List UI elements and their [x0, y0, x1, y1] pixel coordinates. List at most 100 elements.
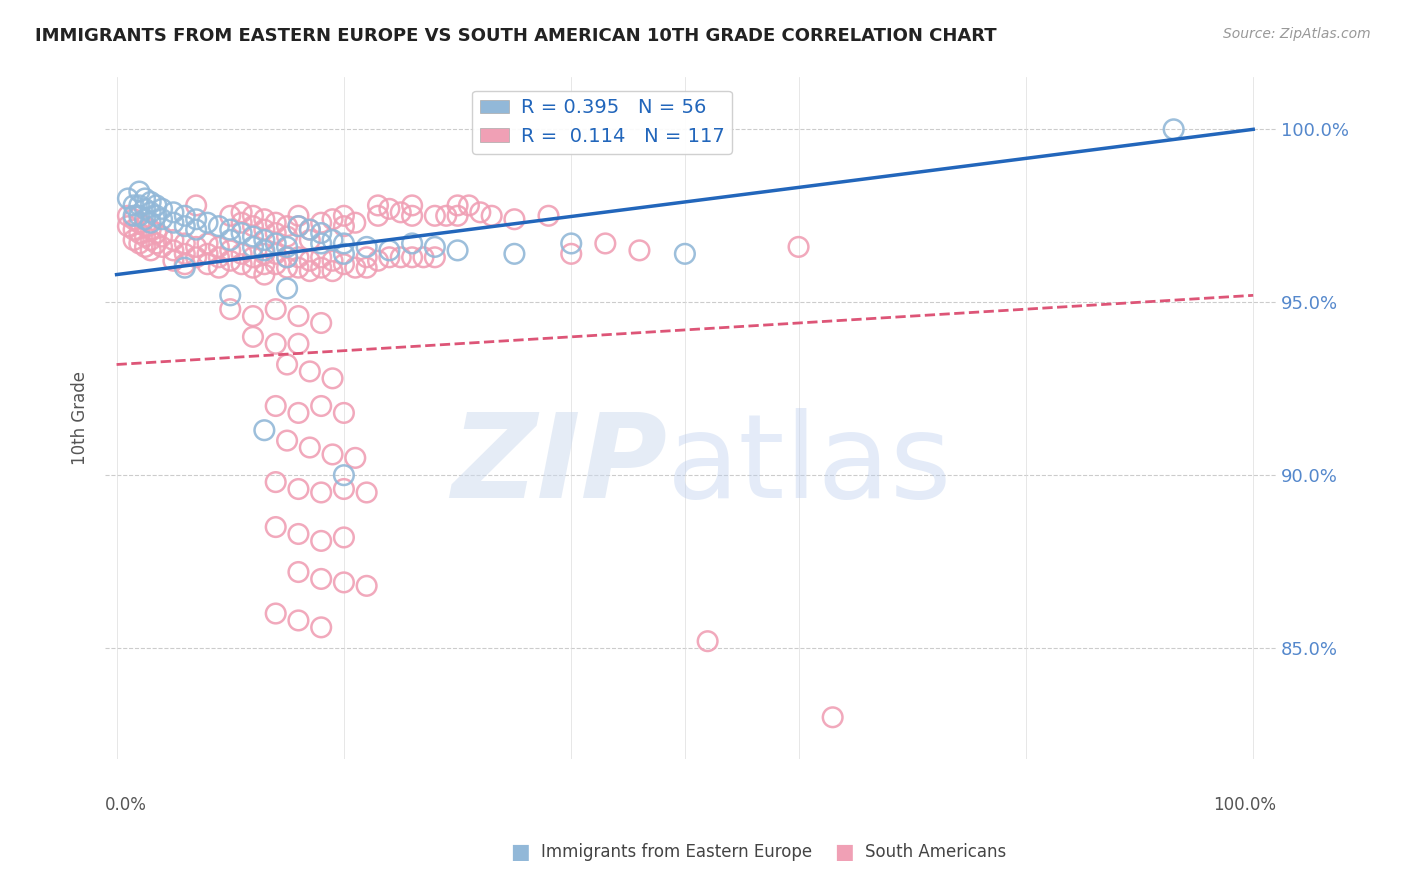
Point	[219, 288, 242, 302]
Point	[231, 205, 253, 219]
Point	[298, 222, 321, 236]
Point	[560, 236, 582, 251]
Point	[122, 209, 145, 223]
Point	[322, 264, 344, 278]
Point	[309, 572, 332, 586]
Point	[389, 205, 412, 219]
Point	[401, 209, 423, 223]
Point	[287, 219, 309, 234]
Point	[446, 198, 468, 212]
Point	[242, 260, 264, 275]
Point	[298, 364, 321, 378]
Point	[264, 399, 287, 413]
Point	[173, 257, 195, 271]
Point	[821, 710, 844, 724]
Point	[208, 260, 231, 275]
Point	[367, 209, 389, 223]
Point	[162, 205, 184, 219]
Point	[309, 533, 332, 548]
Point	[253, 247, 276, 261]
Point	[309, 399, 332, 413]
Point	[139, 244, 162, 258]
Text: atlas: atlas	[668, 409, 952, 524]
Point	[122, 198, 145, 212]
Point	[219, 302, 242, 317]
Point	[344, 260, 367, 275]
Point	[162, 216, 184, 230]
Point	[423, 250, 446, 264]
Point	[276, 229, 298, 244]
Point	[287, 309, 309, 323]
Point	[122, 233, 145, 247]
Point	[322, 371, 344, 385]
Point	[173, 260, 195, 275]
Point	[264, 336, 287, 351]
Point	[264, 607, 287, 621]
Point	[434, 209, 457, 223]
Point	[219, 209, 242, 223]
Point	[276, 219, 298, 234]
Point	[503, 247, 526, 261]
Point	[150, 229, 173, 244]
Point	[356, 240, 378, 254]
Point	[197, 236, 219, 251]
Point	[264, 257, 287, 271]
Point	[333, 468, 356, 483]
Point	[139, 216, 162, 230]
Point	[356, 579, 378, 593]
Point	[139, 222, 162, 236]
Point	[139, 205, 162, 219]
Point	[253, 257, 276, 271]
Point	[503, 212, 526, 227]
Point	[401, 250, 423, 264]
Point	[253, 233, 276, 247]
Point	[162, 253, 184, 268]
Point	[333, 482, 356, 496]
Point	[412, 250, 434, 264]
Point	[197, 257, 219, 271]
Point	[264, 520, 287, 534]
Point	[231, 216, 253, 230]
Point	[787, 240, 810, 254]
Point	[242, 240, 264, 254]
Point	[128, 185, 150, 199]
Point	[219, 244, 242, 258]
Point	[128, 198, 150, 212]
Point	[242, 330, 264, 344]
Point	[481, 209, 503, 223]
Point	[134, 240, 156, 254]
Point	[219, 253, 242, 268]
Point	[298, 441, 321, 455]
Point	[309, 485, 332, 500]
Point	[287, 209, 309, 223]
Point	[145, 226, 167, 240]
Text: ■: ■	[834, 842, 853, 862]
Point	[276, 260, 298, 275]
Point	[128, 209, 150, 223]
Point	[401, 198, 423, 212]
Point	[197, 216, 219, 230]
Point	[264, 226, 287, 240]
Point	[287, 219, 309, 234]
Point	[458, 198, 481, 212]
Point	[162, 244, 184, 258]
Point	[242, 309, 264, 323]
Point	[197, 247, 219, 261]
Point	[628, 244, 651, 258]
Point	[145, 198, 167, 212]
Point	[253, 212, 276, 227]
Text: IMMIGRANTS FROM EASTERN EUROPE VS SOUTH AMERICAN 10TH GRADE CORRELATION CHART: IMMIGRANTS FROM EASTERN EUROPE VS SOUTH …	[35, 27, 997, 45]
Point	[173, 247, 195, 261]
Point	[333, 531, 356, 545]
Point	[322, 447, 344, 461]
Point	[389, 250, 412, 264]
Point	[356, 485, 378, 500]
Point	[287, 250, 309, 264]
Point	[150, 202, 173, 216]
Point	[242, 250, 264, 264]
Text: Immigrants from Eastern Europe: Immigrants from Eastern Europe	[541, 843, 813, 861]
Point	[134, 192, 156, 206]
Point	[309, 316, 332, 330]
Point	[264, 216, 287, 230]
Point	[423, 240, 446, 254]
